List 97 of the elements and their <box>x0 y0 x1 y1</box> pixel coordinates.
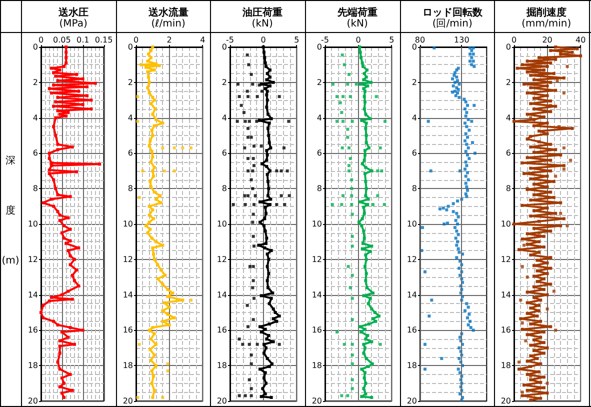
y-tick-label: 4 <box>128 113 133 122</box>
x-tick-label: 2 <box>166 36 172 44</box>
y-tick-label: 12 <box>28 254 38 264</box>
y-tick-label: 20 <box>28 396 38 406</box>
x-axis-title: (kN) <box>252 18 274 30</box>
x-tick-label: 40 <box>576 36 586 44</box>
y-tick-label: 16 <box>28 326 38 335</box>
y-tick-label: 0 <box>128 42 133 52</box>
x-tick-label: 5 <box>294 36 300 44</box>
y-tick-label: 0 <box>506 42 512 52</box>
y-tick-label: 10 <box>28 220 38 228</box>
x-tick-label: 0 <box>512 36 517 44</box>
y-tick-label: 18 <box>28 361 38 370</box>
y-tick-label: 20 <box>406 396 417 406</box>
y-tick-label: 10 <box>122 220 133 228</box>
y-tick-label: 0 <box>222 42 228 52</box>
y-tick-label: 10 <box>217 220 228 228</box>
y-tick-label: 12 <box>122 254 133 264</box>
y-tick-label: 4 <box>222 113 228 122</box>
y-tick-label: 18 <box>406 361 417 370</box>
x-tick-label: -5 <box>321 36 329 44</box>
y-tick-label: 20 <box>122 396 133 406</box>
chart-title: 送水圧 <box>57 6 88 18</box>
x-axis-title: (mm/min) <box>522 18 572 30</box>
y-tick-label: 8 <box>128 184 133 194</box>
x-tick-label: 0.1 <box>76 36 90 44</box>
x-tick-label: 5 <box>389 36 394 44</box>
text: 深度(m) <box>2 156 20 266</box>
y-tick-label: 20 <box>217 396 228 406</box>
x-tick-label: 80 <box>414 36 425 44</box>
y-tick-label: 16 <box>217 326 228 335</box>
y-tick-label: 14 <box>406 290 417 300</box>
y-tick-label: 10 <box>312 220 322 228</box>
x-tick-label: 20 <box>542 36 553 44</box>
y-tick-label: 4 <box>412 113 417 122</box>
y-tick-label: 2 <box>32 78 38 87</box>
y-tick-label: 18 <box>122 361 133 370</box>
y-tick-label: 6 <box>222 148 228 158</box>
y-tick-label: 14 <box>312 290 322 300</box>
y-tick-label: 14 <box>217 290 228 300</box>
y-tick-label: 10 <box>501 220 512 228</box>
y-tick-label: 6 <box>506 148 512 158</box>
y-tick-label: 2 <box>128 78 133 87</box>
y-tick-label: 16 <box>312 326 322 335</box>
chart-title: 油圧荷重 <box>242 6 283 18</box>
y-tick-label: 2 <box>316 78 322 87</box>
x-tick-label: 130 <box>454 36 469 44</box>
y-tick-label: 0 <box>32 42 38 52</box>
x-tick-label: 4 <box>200 36 205 44</box>
y-tick-label: 0 <box>316 42 322 52</box>
x-axis-title: (MPa) <box>59 18 88 30</box>
y-tick-label: 18 <box>501 361 512 370</box>
x-tick-label: 0 <box>261 36 266 44</box>
x-axis-title: (ℓ/min) <box>150 18 186 30</box>
y-tick-label: 6 <box>316 148 322 158</box>
y-tick-label: 4 <box>506 113 512 122</box>
y-tick-label: 8 <box>222 184 228 194</box>
chart-title: ロッド回転数 <box>422 6 483 18</box>
x-axis-title: (kN) <box>346 18 368 30</box>
x-tick-label: 0.05 <box>53 36 71 44</box>
y-tick-label: 14 <box>28 290 38 300</box>
y-tick-label: 16 <box>406 326 417 335</box>
y-tick-label: 4 <box>32 113 38 122</box>
y-tick-label: 2 <box>222 78 228 87</box>
y-tick-label: 2 <box>506 78 512 87</box>
y-tick-label: 16 <box>501 326 512 335</box>
y-tick-label: 10 <box>406 220 417 228</box>
chart-title: 送水流量 <box>146 6 188 18</box>
y-tick-label: 12 <box>406 254 417 264</box>
y-tick-label: 0 <box>412 42 417 52</box>
x-axis-title: (回/min) <box>432 18 472 30</box>
y-tick-label: 20 <box>501 396 512 406</box>
y-tick-label: 12 <box>501 254 512 264</box>
y-tick-label: 6 <box>412 148 417 158</box>
y-tick-label: 8 <box>316 184 322 194</box>
y-tick-label: 18 <box>217 361 228 370</box>
y-tick-label: 12 <box>217 254 228 264</box>
y-tick-label: 2 <box>412 78 417 87</box>
y-tick-label: 14 <box>501 290 512 300</box>
chart-title: 掘削速度 <box>526 6 567 18</box>
x-tick-label: 0 <box>38 36 44 44</box>
x-tick-label: 0.15 <box>94 36 113 44</box>
x-tick-label: -5 <box>226 36 234 44</box>
x-tick-label: 0 <box>133 36 138 44</box>
y-tick-label: 6 <box>128 148 133 158</box>
y-tick-label: 6 <box>32 148 38 158</box>
y-tick-label: 12 <box>312 254 322 264</box>
y-tick-label: 8 <box>412 184 417 194</box>
y-tick-label: 18 <box>312 361 322 370</box>
y-tick-label: 16 <box>122 326 133 335</box>
y-tick-label: 8 <box>32 184 38 194</box>
y-tick-label: 20 <box>312 396 322 406</box>
y-tick-label: 4 <box>316 113 322 122</box>
y-tick-label: 14 <box>122 290 133 300</box>
chart-title: 先端荷重 <box>336 6 378 18</box>
y-tick-label: 8 <box>506 184 512 194</box>
x-tick-label: 0 <box>356 36 361 44</box>
